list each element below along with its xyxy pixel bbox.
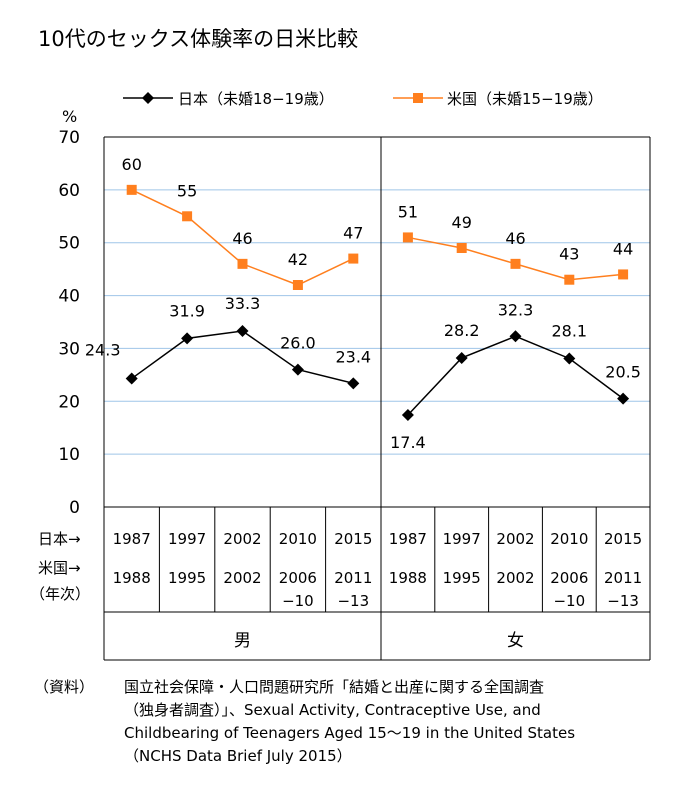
x-tick-label-us: 1988: [389, 569, 427, 587]
x-tick-label-japan: 1987: [113, 530, 151, 548]
legend-marker-japan: [142, 92, 154, 104]
x-tick-label-us: 2002: [496, 569, 534, 587]
source-line: （NCHS Data Brief July 2015）: [124, 747, 352, 765]
x-tick-label-japan: 2010: [279, 530, 317, 548]
data-point-japan: [236, 324, 249, 337]
x-tick-label-japan: 2002: [223, 530, 261, 548]
y-tick-label: 40: [58, 287, 80, 307]
y-tick-label: 0: [69, 498, 80, 518]
source-label: （資料）: [34, 678, 95, 696]
series-line-japan: [131, 330, 354, 385]
data-point-japan: [125, 372, 138, 385]
data-label-us: 60: [122, 155, 142, 174]
y-tick-label: 10: [58, 445, 80, 465]
data-point-us: [182, 211, 193, 222]
data-label-japan: 32.3: [498, 300, 534, 319]
data-point-us: [237, 258, 248, 269]
data-point-japan: [617, 392, 630, 405]
row-label-us: 米国→: [38, 559, 81, 577]
legend-label-japan: 日本（未婚18−19歳）: [178, 90, 334, 108]
data-label-us: 49: [452, 213, 472, 232]
x-tick-label-japan: 2015: [334, 530, 372, 548]
data-point-japan: [347, 377, 360, 390]
data-point-us: [402, 232, 413, 243]
x-tick-label-us: 2006: [550, 569, 588, 587]
source-body: 国立社会保障・人口問題研究所「結婚と出産に関する全国調査 （独身者調査）」、Se…: [124, 676, 684, 768]
data-label-us: 46: [232, 229, 252, 248]
y-unit-label: %: [62, 107, 77, 126]
data-label-us: 44: [613, 239, 633, 258]
data-label-us: 43: [559, 245, 579, 264]
panel-label-male: 男: [234, 631, 251, 651]
data-point-japan: [455, 351, 468, 364]
x-tick-label-us: 2006: [279, 569, 317, 587]
x-tick-label-us: 1988: [113, 569, 151, 587]
source-line: （独身者調査）」、Sexual Activity, Contraceptive …: [124, 701, 541, 719]
x-tick-label-japan: 2015: [604, 530, 642, 548]
data-label-us: 47: [343, 224, 363, 243]
panel-label-female: 女: [507, 631, 524, 651]
x-tick-label-us: 2002: [223, 569, 261, 587]
row-label-year: （年次）: [30, 585, 90, 603]
row-label-japan: 日本→: [38, 530, 81, 548]
data-point-japan: [291, 363, 304, 376]
x-tick-label-us: 1995: [168, 569, 206, 587]
data-label-japan: 33.3: [225, 294, 261, 313]
data-point-us: [618, 269, 629, 280]
x-tick-label-us: 2011: [604, 569, 642, 587]
data-label-japan: 23.4: [335, 347, 371, 366]
data-label-japan: 28.1: [551, 321, 587, 340]
legend-label-us: 米国（未婚15−19歳）: [447, 90, 603, 108]
data-label-japan: 31.9: [169, 301, 205, 320]
data-label-japan: 26.0: [280, 334, 316, 353]
x-tick-label-japan: 1997: [168, 530, 206, 548]
data-label-us: 42: [288, 250, 308, 269]
x-tick-label-us: 1995: [443, 569, 481, 587]
data-point-japan: [401, 409, 414, 422]
data-point-us: [510, 258, 521, 269]
y-tick-label: 30: [58, 339, 80, 359]
data-point-japan: [509, 330, 522, 343]
data-point-japan: [563, 352, 576, 365]
data-point-japan: [181, 332, 194, 345]
data-point-us: [564, 274, 575, 285]
data-label-japan: 20.5: [605, 363, 641, 382]
data-label-japan: 24.3: [85, 341, 121, 360]
x-tick-label-japan: 1987: [389, 530, 427, 548]
data-label-japan: 17.4: [390, 433, 426, 452]
data-point-us: [292, 280, 303, 290]
data-label-us: 46: [505, 229, 525, 248]
data-label-us: 55: [177, 181, 197, 200]
data-label-japan: 28.2: [444, 321, 480, 340]
source-line: 国立社会保障・人口問題研究所「結婚と出産に関する全国調査: [124, 678, 545, 696]
y-tick-label: 50: [58, 234, 80, 254]
data-label-us: 51: [398, 202, 418, 221]
legend-marker-us: [413, 93, 423, 103]
x-tick-label-us-sub: −13: [337, 592, 369, 610]
x-tick-label-us-sub: −10: [553, 592, 585, 610]
y-tick-label: 20: [58, 392, 80, 412]
x-tick-label-japan: 2002: [496, 530, 534, 548]
data-point-us: [126, 184, 137, 195]
x-tick-label-us-sub: −13: [607, 592, 639, 610]
y-tick-label: 70: [58, 128, 80, 148]
data-point-us: [348, 253, 359, 264]
x-tick-label-japan: 2010: [550, 530, 588, 548]
x-tick-label-us: 2011: [334, 569, 372, 587]
chart-title: 10代のセックス体験率の日米比較: [38, 27, 358, 51]
data-point-us: [456, 243, 467, 253]
y-tick-label: 60: [58, 181, 80, 201]
x-tick-label-us-sub: −10: [282, 592, 314, 610]
x-tick-label-japan: 1997: [443, 530, 481, 548]
source-line: Childbearing of Teenagers Aged 15〜19 in …: [124, 724, 576, 742]
